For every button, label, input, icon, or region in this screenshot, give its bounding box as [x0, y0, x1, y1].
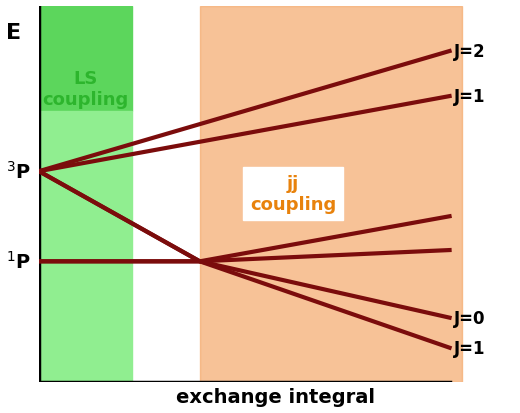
Text: jj
coupling: jj coupling: [250, 175, 336, 214]
Text: $^3$P: $^3$P: [6, 161, 31, 183]
Text: E: E: [6, 23, 21, 43]
Text: J=1: J=1: [454, 339, 485, 357]
Text: J=0: J=0: [454, 309, 485, 327]
Bar: [39, 7, 132, 112]
Bar: [39, 112, 132, 382]
Text: LS
coupling: LS coupling: [43, 70, 128, 109]
Bar: [200, 7, 462, 382]
Text: J=2: J=2: [454, 43, 485, 61]
Text: $^1$P: $^1$P: [6, 251, 31, 273]
Text: J=1: J=1: [454, 88, 485, 106]
X-axis label: exchange integral: exchange integral: [176, 387, 375, 406]
